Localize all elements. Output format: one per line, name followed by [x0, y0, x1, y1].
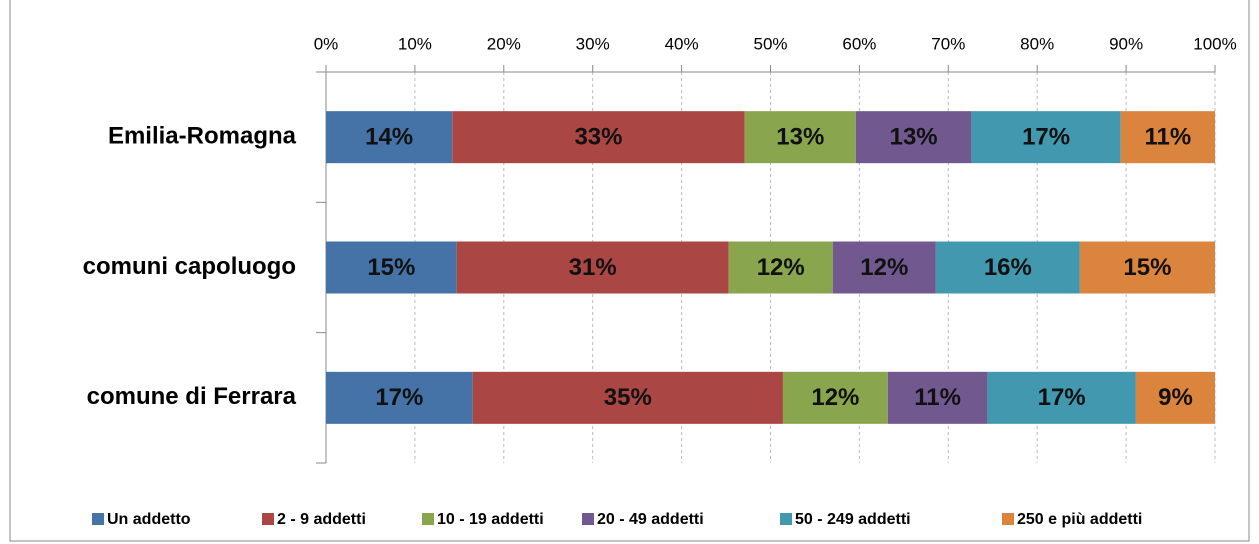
data-label: 35% [604, 384, 652, 411]
data-label: 31% [569, 254, 617, 281]
legend-swatch [780, 513, 792, 525]
x-tick-label: 90% [1109, 34, 1143, 53]
data-label: 13% [776, 124, 824, 151]
bar-segment [456, 241, 729, 294]
x-tick-label: 100% [1193, 34, 1236, 53]
legend-label: Un addetto [107, 511, 191, 528]
y-tick-label: comune di Ferrara [87, 383, 297, 410]
data-label: 9% [1158, 384, 1193, 411]
bar-segment [935, 241, 1080, 294]
data-label: 16% [984, 254, 1032, 281]
data-label: 14% [365, 124, 413, 151]
bar-segment [782, 371, 888, 424]
x-tick-label: 60% [842, 34, 876, 53]
x-tick-label: 30% [576, 34, 610, 53]
bar-segment [326, 371, 473, 424]
x-tick-label: 70% [931, 34, 965, 53]
bar-segment [326, 241, 457, 294]
legend-swatch [582, 513, 594, 525]
bar-segment [744, 111, 856, 164]
bar-segment [1079, 241, 1215, 294]
data-label: 17% [1022, 124, 1070, 151]
data-label: 15% [1123, 254, 1171, 281]
legend-swatch [422, 513, 434, 525]
bar-segment [987, 371, 1136, 424]
legend-label: 10 - 19 addetti [437, 511, 544, 528]
data-label: 11% [1145, 124, 1192, 151]
x-tick-label: 0% [314, 34, 339, 53]
data-label: 33% [574, 124, 622, 151]
bar-segment [452, 111, 745, 164]
bar-segment [832, 241, 936, 294]
data-label: 11% [914, 384, 961, 411]
data-label: 17% [375, 384, 423, 411]
bar-segment [855, 111, 972, 164]
data-label: 12% [811, 384, 859, 411]
y-tick-label: Emilia-Romagna [108, 123, 297, 150]
data-label: 17% [1038, 384, 1086, 411]
x-tick-label: 40% [665, 34, 699, 53]
bar-segment [728, 241, 833, 294]
bar-segment [326, 111, 453, 164]
data-label: 12% [860, 254, 908, 281]
bar-segment [971, 111, 1121, 164]
bar-segment [887, 371, 988, 424]
bar-segment [472, 371, 783, 424]
legend-swatch [92, 513, 104, 525]
data-label: 12% [757, 254, 805, 281]
data-label: 15% [367, 254, 415, 281]
x-tick-label: 10% [398, 34, 432, 53]
legend-label: 20 - 49 addetti [597, 511, 704, 528]
x-tick-label: 50% [753, 34, 787, 53]
bar-segment [1135, 371, 1215, 424]
legend-swatch [262, 513, 274, 525]
data-label: 13% [890, 124, 938, 151]
legend-label: 2 - 9 addetti [277, 511, 366, 528]
legend-label: 250 e più addetti [1017, 511, 1142, 528]
y-tick-label: comuni capoluogo [83, 253, 296, 280]
bar-segment [1120, 111, 1215, 164]
legend-label: 50 - 249 addetti [795, 511, 911, 528]
x-tick-label: 20% [487, 34, 521, 53]
legend-swatch [1002, 513, 1014, 525]
x-tick-label: 80% [1020, 34, 1054, 53]
